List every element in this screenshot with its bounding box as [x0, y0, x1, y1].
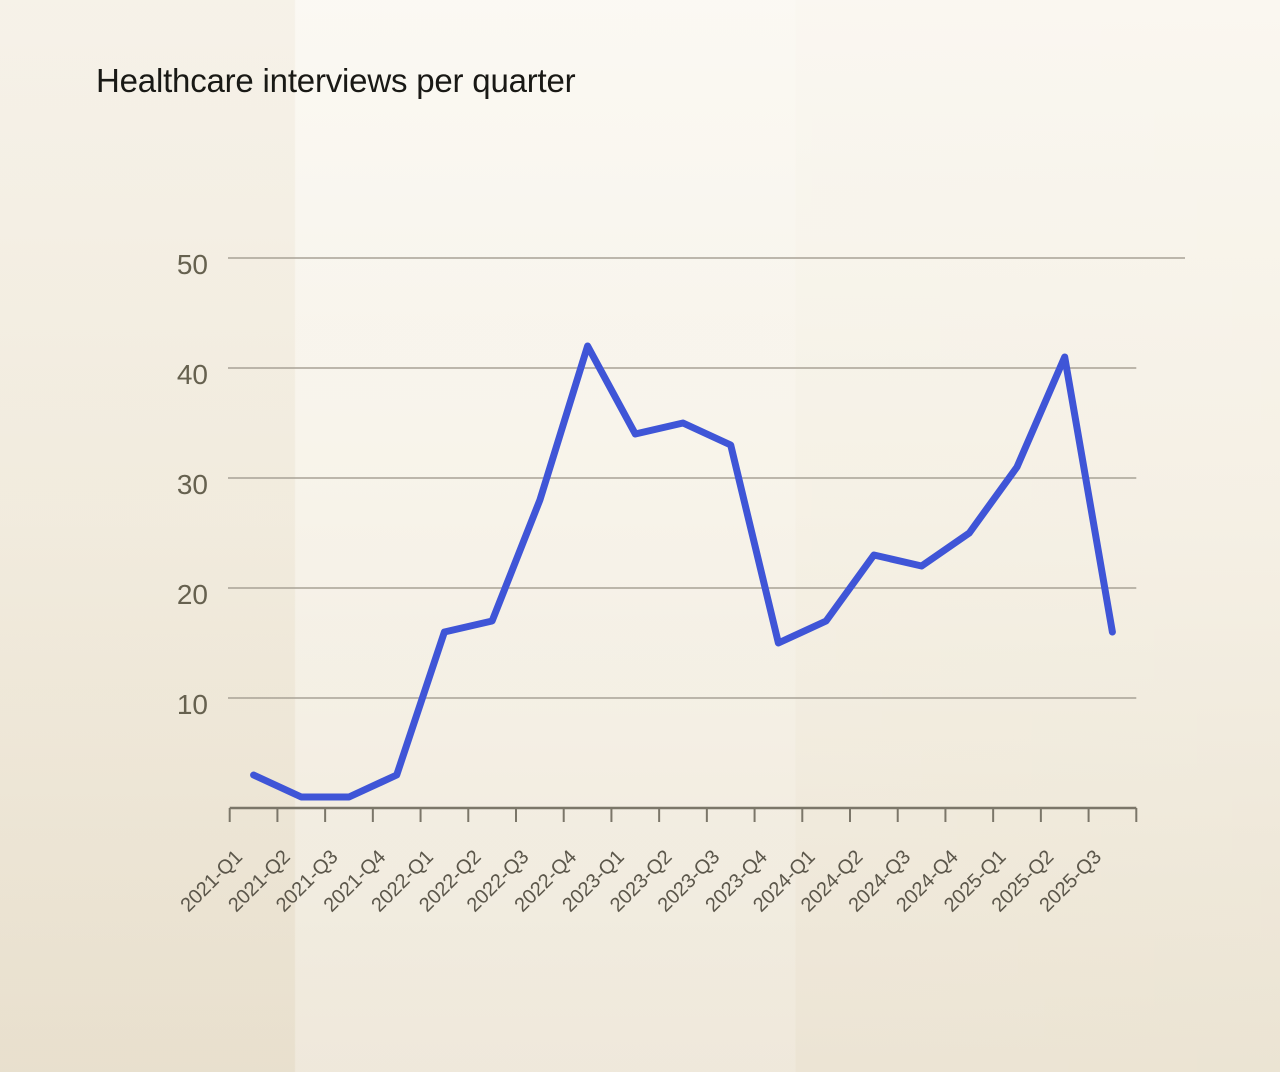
chart-title: Healthcare interviews per quarter — [96, 62, 576, 99]
y-tick-label-20: 20 — [177, 579, 208, 610]
y-tick-label-30: 30 — [177, 469, 208, 500]
data-line-healthcare-interviews — [250, 342, 1116, 801]
y-tick-label-50: 50 — [177, 249, 208, 280]
y-tick-label-40: 40 — [177, 359, 208, 390]
y-tick-label-10: 10 — [177, 689, 208, 720]
